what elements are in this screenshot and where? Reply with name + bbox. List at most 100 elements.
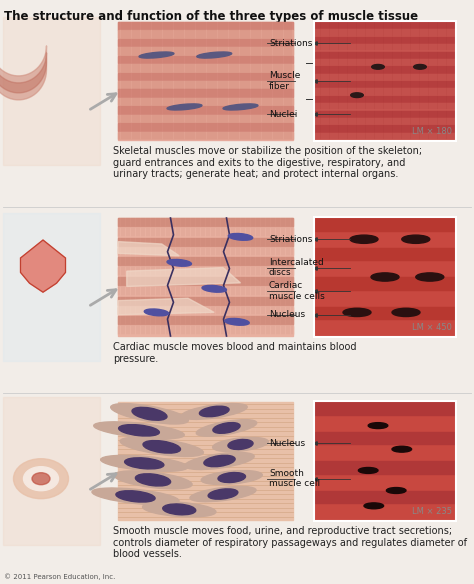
Bar (315, 51, 455, 58)
Bar (118, 22, 293, 140)
Bar (118, 277, 293, 285)
Bar (315, 248, 455, 260)
Ellipse shape (111, 404, 188, 424)
Ellipse shape (392, 308, 420, 317)
Bar (315, 432, 455, 444)
Bar (118, 81, 293, 89)
Text: Intercalated
discs: Intercalated discs (269, 258, 324, 277)
Bar (118, 218, 293, 226)
Ellipse shape (163, 504, 196, 515)
Text: LM × 450: LM × 450 (412, 323, 452, 332)
Ellipse shape (392, 446, 411, 452)
Bar (315, 461, 455, 474)
Bar (315, 292, 455, 304)
Ellipse shape (132, 408, 167, 420)
Text: © 2011 Pearson Education, Inc.: © 2011 Pearson Education, Inc. (4, 573, 115, 580)
Bar (315, 262, 455, 275)
Bar (315, 74, 455, 80)
Ellipse shape (225, 318, 249, 325)
Ellipse shape (120, 437, 203, 457)
Bar (315, 218, 455, 231)
Bar (315, 44, 455, 50)
Bar (118, 238, 293, 245)
Bar (315, 29, 455, 36)
Ellipse shape (118, 425, 159, 436)
Bar (118, 218, 293, 336)
Ellipse shape (213, 437, 268, 451)
Bar (315, 133, 455, 139)
Bar (315, 22, 455, 140)
Bar (315, 307, 455, 319)
Bar (315, 321, 455, 334)
Bar (315, 476, 455, 489)
Bar (118, 228, 293, 236)
Bar (118, 131, 293, 139)
Ellipse shape (200, 406, 229, 417)
Ellipse shape (196, 420, 257, 436)
Ellipse shape (208, 489, 238, 499)
Ellipse shape (185, 453, 254, 470)
Ellipse shape (13, 458, 69, 499)
Ellipse shape (218, 472, 246, 482)
Bar (118, 98, 293, 106)
Text: Striations: Striations (269, 235, 312, 244)
Bar (315, 118, 455, 124)
Ellipse shape (125, 458, 164, 469)
Ellipse shape (24, 467, 58, 491)
Text: Nucleus: Nucleus (269, 439, 305, 448)
Bar (315, 446, 455, 459)
Bar (315, 81, 455, 87)
Bar (315, 402, 455, 520)
Text: The structure and function of the three types of muscle tissue: The structure and function of the three … (4, 10, 418, 23)
Bar (118, 72, 293, 80)
Bar (118, 297, 293, 304)
Ellipse shape (343, 308, 371, 317)
Polygon shape (118, 242, 179, 256)
Ellipse shape (144, 309, 169, 316)
Ellipse shape (350, 235, 378, 244)
Ellipse shape (201, 471, 262, 485)
Text: Smooth
muscle cell: Smooth muscle cell (269, 469, 320, 488)
Bar (118, 55, 293, 63)
Ellipse shape (414, 64, 426, 69)
Bar (315, 110, 455, 117)
Ellipse shape (368, 423, 388, 429)
Ellipse shape (197, 52, 232, 58)
Ellipse shape (223, 104, 258, 110)
Bar (315, 37, 455, 43)
Bar (118, 114, 293, 122)
Bar (118, 39, 293, 47)
Bar (315, 103, 455, 109)
Ellipse shape (100, 456, 188, 471)
Bar (315, 96, 455, 102)
Ellipse shape (416, 273, 444, 281)
Bar (314, 401, 456, 521)
Ellipse shape (114, 471, 192, 489)
Ellipse shape (386, 488, 406, 493)
Text: Smooth muscle moves food, urine, and reproductive tract secretions;
controls dia: Smooth muscle moves food, urine, and rep… (113, 526, 467, 559)
Polygon shape (127, 267, 240, 286)
Ellipse shape (213, 423, 240, 433)
Ellipse shape (143, 440, 181, 453)
Ellipse shape (139, 52, 174, 58)
Bar (118, 64, 293, 72)
Bar (118, 317, 293, 324)
Bar (118, 89, 293, 97)
Text: Muscle
fiber: Muscle fiber (269, 71, 301, 91)
Bar (118, 287, 293, 295)
Bar (118, 106, 293, 114)
Ellipse shape (358, 467, 378, 474)
Bar (3, 17, 100, 165)
Bar (3, 213, 100, 361)
Text: Skeletal muscles move or stabilize the position of the skeleton;
guard entrances: Skeletal muscles move or stabilize the p… (113, 146, 422, 179)
Ellipse shape (182, 404, 247, 419)
Bar (314, 217, 456, 337)
Bar (118, 326, 293, 334)
Bar (315, 22, 455, 28)
Bar (314, 21, 456, 141)
Ellipse shape (136, 474, 171, 486)
Bar (315, 505, 455, 518)
Text: LM × 180: LM × 180 (412, 127, 452, 136)
Ellipse shape (228, 234, 253, 240)
Text: Cardiac
muscle cells: Cardiac muscle cells (269, 281, 325, 301)
